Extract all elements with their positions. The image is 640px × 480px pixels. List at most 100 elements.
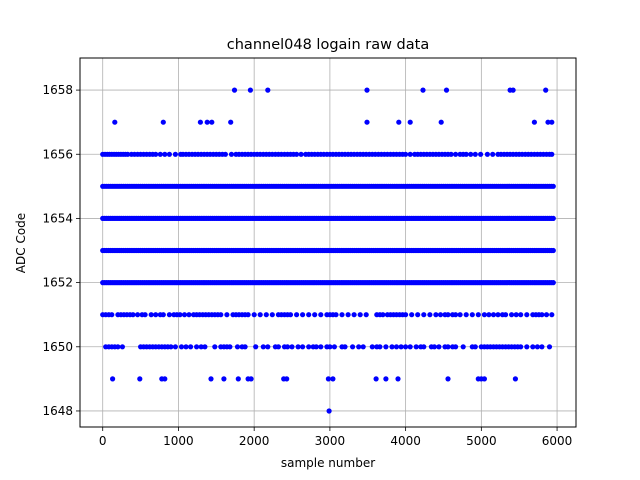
data-point bbox=[550, 183, 556, 189]
data-point bbox=[393, 344, 400, 350]
data-point bbox=[469, 312, 475, 318]
data-point bbox=[318, 312, 324, 318]
x-tick-label: 4000 bbox=[390, 434, 421, 448]
data-point bbox=[360, 344, 366, 350]
data-point bbox=[194, 344, 200, 350]
data-point bbox=[231, 87, 238, 93]
data-point bbox=[331, 344, 337, 350]
data-point bbox=[162, 376, 168, 382]
data-point bbox=[351, 312, 357, 318]
data-point bbox=[160, 312, 166, 318]
x-tick-label: 5000 bbox=[466, 434, 497, 448]
data-point bbox=[463, 312, 469, 318]
data-point bbox=[345, 312, 351, 318]
data-point bbox=[326, 408, 332, 414]
data-point bbox=[389, 344, 395, 350]
data-point bbox=[218, 312, 224, 318]
data-point bbox=[549, 151, 555, 157]
data-point bbox=[221, 376, 227, 382]
data-point bbox=[294, 151, 300, 157]
data-point bbox=[421, 344, 427, 350]
data-point bbox=[222, 151, 228, 157]
data-point bbox=[383, 344, 389, 350]
data-point bbox=[472, 344, 478, 350]
data-point bbox=[235, 376, 241, 382]
data-point bbox=[212, 344, 218, 350]
data-point bbox=[186, 312, 192, 318]
data-point bbox=[287, 312, 294, 318]
data-point bbox=[325, 376, 331, 382]
data-point bbox=[183, 344, 189, 350]
data-point bbox=[549, 119, 555, 125]
data-point bbox=[539, 312, 545, 318]
data-point bbox=[453, 344, 459, 350]
data-point bbox=[253, 344, 259, 350]
data-point bbox=[463, 151, 469, 157]
data-point bbox=[460, 344, 466, 350]
data-point bbox=[208, 376, 214, 382]
data-point bbox=[284, 376, 290, 382]
data-point bbox=[369, 344, 375, 350]
data-point bbox=[181, 312, 188, 318]
data-points bbox=[100, 87, 556, 414]
data-point bbox=[475, 312, 481, 318]
data-point bbox=[437, 312, 444, 318]
data-point bbox=[204, 119, 210, 125]
data-point bbox=[421, 312, 427, 318]
data-point bbox=[364, 119, 370, 125]
data-point bbox=[125, 151, 131, 157]
data-point bbox=[197, 119, 203, 125]
data-point bbox=[202, 344, 208, 350]
data-point bbox=[407, 344, 413, 350]
data-point bbox=[413, 344, 419, 350]
data-point bbox=[453, 312, 459, 318]
data-point bbox=[137, 376, 143, 382]
data-point bbox=[119, 344, 125, 350]
data-point bbox=[177, 312, 183, 318]
data-point bbox=[481, 312, 487, 318]
data-point bbox=[269, 312, 275, 318]
data-point bbox=[160, 119, 166, 125]
data-point bbox=[251, 312, 257, 318]
data-point bbox=[546, 344, 553, 350]
data-point bbox=[357, 312, 363, 318]
data-point bbox=[260, 344, 266, 350]
data-point bbox=[148, 312, 154, 318]
data-point bbox=[339, 312, 345, 318]
data-point bbox=[350, 344, 356, 350]
data-point bbox=[380, 312, 386, 318]
data-point bbox=[228, 151, 235, 157]
data-point bbox=[550, 247, 556, 254]
data-point bbox=[157, 151, 163, 157]
data-point bbox=[300, 344, 306, 350]
y-tick-label: 1650 bbox=[42, 340, 73, 354]
data-point bbox=[490, 151, 496, 157]
data-point bbox=[407, 151, 413, 157]
data-point bbox=[518, 344, 524, 350]
data-point bbox=[306, 344, 312, 350]
y-tick-label: 1652 bbox=[42, 276, 73, 290]
data-point bbox=[510, 87, 516, 93]
data-point bbox=[295, 344, 301, 350]
data-point bbox=[438, 119, 444, 125]
data-point bbox=[543, 87, 549, 93]
x-tick-label: 0 bbox=[99, 434, 107, 448]
data-point bbox=[153, 151, 159, 157]
data-point bbox=[289, 344, 295, 350]
data-point bbox=[373, 376, 379, 382]
data-point bbox=[481, 376, 487, 382]
data-point bbox=[247, 87, 253, 93]
data-point bbox=[312, 312, 318, 318]
x-tick-label: 3000 bbox=[315, 434, 346, 448]
data-point bbox=[403, 312, 409, 318]
data-point bbox=[248, 376, 254, 382]
data-point bbox=[478, 151, 484, 157]
y-tick-label: 1654 bbox=[42, 211, 73, 225]
data-point bbox=[530, 344, 536, 350]
x-tick-label: 1000 bbox=[163, 434, 194, 448]
data-point bbox=[109, 312, 115, 318]
data-point bbox=[409, 312, 415, 318]
data-point bbox=[234, 344, 241, 350]
data-point bbox=[486, 312, 492, 318]
